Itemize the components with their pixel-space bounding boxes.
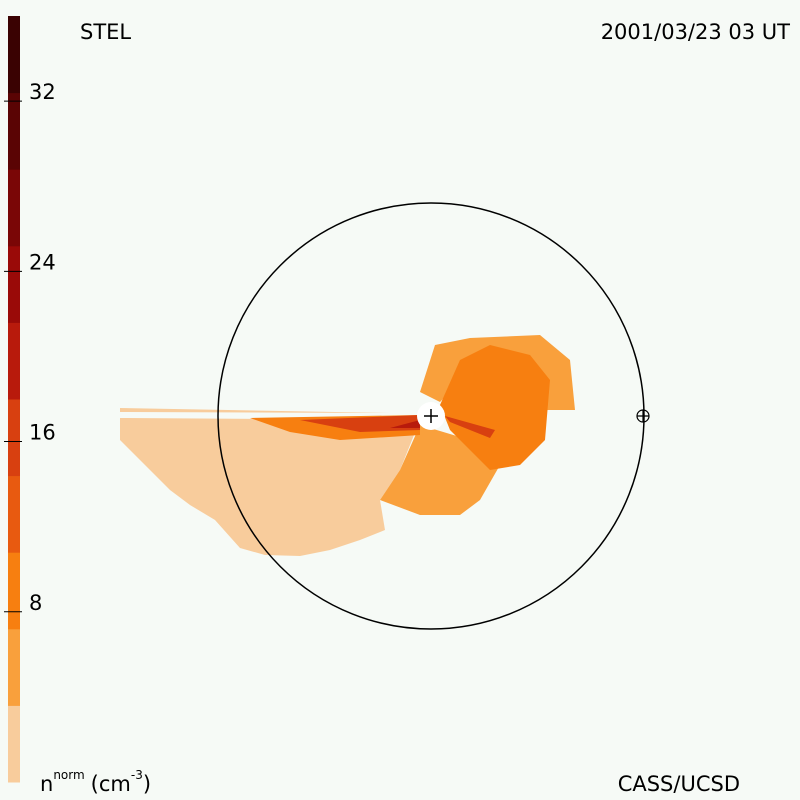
colorbar-tick-label: 8 <box>29 591 42 615</box>
colorbar: 8 16 24 32 <box>4 16 56 783</box>
colorbar-tick-label: 32 <box>29 80 56 104</box>
unit-close: ) <box>143 772 151 796</box>
colorbar-band <box>8 169 20 247</box>
unit-superscript: norm <box>53 768 84 782</box>
density-region <box>445 416 495 438</box>
density-region <box>120 418 420 556</box>
unit-label: nnorm (cm-3) <box>40 768 151 797</box>
unit-symbol: n <box>40 772 53 796</box>
observatory: STEL <box>80 20 131 44</box>
colorbar-band <box>8 475 20 553</box>
colorbar-tick-label: 16 <box>29 421 56 445</box>
density-region <box>390 420 420 428</box>
sun-marker <box>424 409 438 423</box>
density-region <box>300 415 420 432</box>
colorbar-band <box>8 552 20 630</box>
colorbar-band <box>8 92 20 170</box>
unit-exponent: -3 <box>131 768 143 782</box>
credit: CASS/UCSD <box>618 772 740 796</box>
colorbar-band <box>8 399 20 477</box>
colorbar-band <box>8 322 20 400</box>
colorbar-band <box>8 628 20 706</box>
unit-open: (cm <box>91 772 131 796</box>
density-map <box>120 335 575 556</box>
earth-marker <box>637 410 649 422</box>
timestamp: 2001/03/23 03 UT <box>601 20 790 44</box>
colorbar-tick-label: 24 <box>29 250 56 274</box>
colorbar-band <box>8 705 20 783</box>
colorbar-band <box>8 245 20 323</box>
density-region <box>120 408 390 413</box>
density-region <box>440 345 550 470</box>
colorbar-band <box>8 16 20 94</box>
